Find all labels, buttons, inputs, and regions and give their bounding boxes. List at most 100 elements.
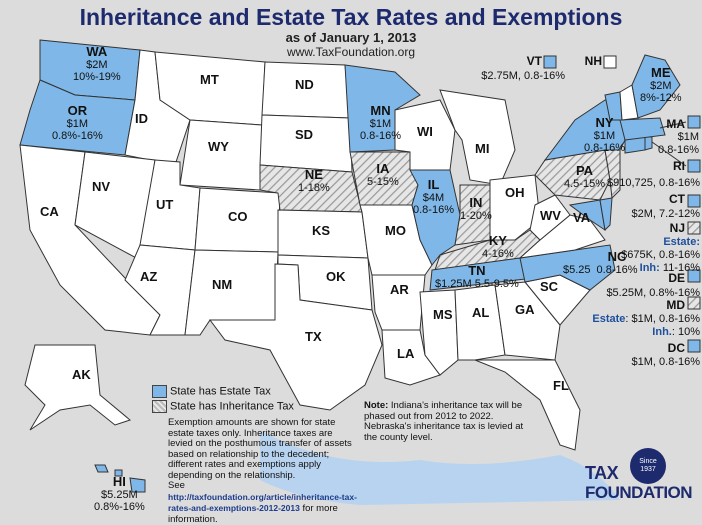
swatch-vt [543,55,557,69]
label-me: ME $2M 8%-12% [640,65,682,105]
gulf-water [260,430,620,505]
swatch-md [687,296,701,310]
side-md-estate: Estate: $1M, 0.8-16% [592,313,700,325]
legend-explanation: Exemption amounts are shown for state es… [168,417,357,525]
label-co: CO [228,209,248,224]
label-ga: GA [515,302,535,317]
label-id: ID [135,111,148,126]
side-nh: NH [584,54,602,68]
side-nj-estate: $675K, 0.8-16% [621,249,700,261]
label-sd: SD [295,127,314,142]
side-ri: RI [673,159,685,173]
side-vt: VT [526,54,542,68]
swatch-ct [687,194,701,208]
legend-estate-swatch [152,385,167,398]
map-figure: Inheritance and Estate Tax Rates and Exe… [19,4,701,525]
state-sd [259,114,353,173]
label-mi: MI [475,141,490,156]
label-mt: MT [200,72,219,87]
label-ms: MS [433,307,453,322]
label-mo: MO [385,223,406,238]
label-tx: TX [305,329,322,344]
label-nv: NV [92,179,111,194]
label-ut: UT [156,197,174,212]
side-dc-values: $1M, 0.8-16% [631,356,700,368]
side-md-inh: Inh.: 10% [652,326,700,338]
state-de [599,197,613,232]
label-nc: $5.25 NC 0.8-16% [563,249,638,277]
side-de-values: $5.25M, 0.8%-16% [606,287,700,299]
label-ky: KY 4-16% [482,233,514,261]
state-me [631,54,681,119]
us-map [19,39,701,505]
state-ri [644,136,653,151]
state-oh [489,174,541,241]
map-url: www.TaxFoundation.org [286,45,416,59]
label-ne: NE 1-18% [298,167,330,195]
state-ma [619,117,666,141]
label-ca: CA [40,204,59,219]
side-ct: CT [669,192,685,206]
label-in: IN 1-20% [460,195,492,223]
state-in [454,184,491,246]
swatch-de [687,269,701,283]
label-az: AZ [140,269,158,284]
label-il: IL $4M 0.8-16% [413,177,454,217]
label-ks: KS [312,223,331,238]
label-tn: TN $1.25M 5.5-9.5% [435,263,519,291]
state-ga [494,281,561,361]
state-mi [439,89,516,186]
swatch-nj [687,221,701,235]
swatch-ma [687,115,701,129]
label-nm: NM [212,277,233,292]
swatch-dc [687,339,701,353]
swatch-ri [687,159,701,173]
state-ak [24,344,132,431]
note: Note: Indiana's inheritance tax will be … [364,400,524,443]
state-fl [474,359,581,451]
side-ma: MA $1M 0.8-16% [658,117,699,156]
label-ny: NY $1M 0.8-16% [584,115,625,155]
label-pa: PA 4.5-15% [564,163,605,191]
label-va: VA [573,210,591,225]
side-dc: DC [667,341,685,355]
label-la: LA [397,346,415,361]
legend-inheritance-swatch [152,400,167,413]
side-nj-inh: Inh: 11-16% [639,262,700,274]
legend-inheritance: State has Inheritance Tax [152,400,294,415]
side-de: DE [668,271,685,285]
label-wy: WY [208,139,229,154]
label-nd: ND [295,77,314,92]
label-ok: OK [326,269,346,284]
side-ct-values: $2M, 7.2-12% [631,208,700,220]
label-al: AL [472,305,490,320]
map-title: Inheritance and Estate Tax Rates and Exe… [79,4,623,30]
state-tx [209,263,383,411]
state-wy [179,119,263,191]
label-mn: MN $1M 0.8-16% [360,103,401,143]
state-al [454,284,506,361]
side-nj: NJ [669,221,685,235]
state-wv [529,194,571,241]
state-hi [94,464,146,493]
side-ri-values: $910,725, 0.8-16% [607,177,700,189]
source-link[interactable]: http://taxfoundation.org/article/inherit… [168,491,357,514]
label-wi: WI [417,124,433,139]
map-date: as of January 1, 2013 [285,30,417,45]
label-wa: WA $2M 10%-19% [73,44,121,84]
label-ak: AK [72,367,91,382]
label-or: OR $1M 0.8%-16% [52,103,103,143]
swatch-nh [603,55,617,69]
label-fl: FL [553,378,569,393]
seal-icon: Since 1937 [630,448,666,484]
legend-estate: State has Estate Tax [152,385,294,400]
state-il [409,169,461,266]
state-nc [519,244,616,291]
state-ms [419,289,459,376]
side-vt-values: $2.75M, 0.8-16% [481,70,565,82]
label-wv: WV [540,208,561,223]
legend: State has Estate Tax State has Inheritan… [152,385,294,415]
label-ia: IA 5-15% [367,161,399,189]
label-ar: AR [390,282,409,297]
tax-foundation-logo: Since 1937 TAX FOUNDATION [585,448,700,510]
